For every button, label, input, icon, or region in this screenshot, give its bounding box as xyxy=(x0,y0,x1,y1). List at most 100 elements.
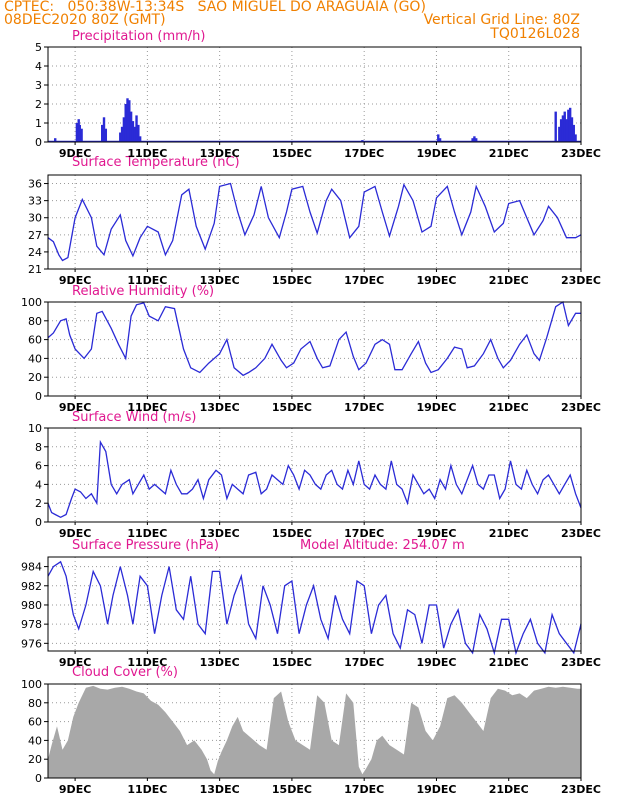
wind-xtick-label: 17DEC xyxy=(344,527,384,540)
pressure-altitude-annotation: Model Altitude: 254.07 m xyxy=(300,538,465,553)
cloud-cover-xtick-label: 11DEC xyxy=(127,783,167,796)
humidity-series-line xyxy=(47,300,581,377)
wind-frame xyxy=(47,427,582,523)
humidity-xtick-label: 21DEC xyxy=(489,401,529,414)
precipitation-bar xyxy=(128,100,131,142)
wind-ytick-label: 2 xyxy=(35,497,42,510)
humidity-xtick-label: 19DEC xyxy=(416,401,456,414)
precipitation-xtick-label: 21DEC xyxy=(489,147,529,160)
precipitation-ytick-label: 1 xyxy=(35,117,42,130)
wind-xtick-label: 21DEC xyxy=(489,527,529,540)
temperature-ytick-label: 33 xyxy=(28,195,42,208)
precipitation-bar xyxy=(574,134,577,142)
pressure-xtick-label: 13DEC xyxy=(200,656,240,669)
temperature-xtick-label: 19DEC xyxy=(416,274,456,287)
precipitation-panel: 0 1 2 3 4 5 9DEC 11DEC 13DEC 15DEC 17DEC 19DEC 21DEC… xyxy=(35,41,601,160)
precipitation-bar xyxy=(138,136,142,142)
wind-ytick-label: 6 xyxy=(35,460,42,473)
wind-xtick-label: 23DEC xyxy=(561,527,601,540)
precipitation-bar xyxy=(129,111,133,142)
wind-xtick-label: 11DEC xyxy=(127,527,167,540)
pressure-series-line xyxy=(47,560,582,656)
humidity-xtick-label: 17DEC xyxy=(344,401,384,414)
pressure-xtick-label: 9DEC xyxy=(59,656,91,669)
wind-ytick-label: 8 xyxy=(35,441,42,454)
precipitation-ytick-label: 2 xyxy=(35,98,42,111)
humidity-panel: 0 20 40 60 80 100 9DEC 11DEC 13DEC 15DEC 17DEC 19DE… xyxy=(21,296,601,414)
humidity-ytick-label: 60 xyxy=(28,334,42,347)
pressure-xtick-label: 17DEC xyxy=(344,656,384,669)
humidity-xtick-label: 11DEC xyxy=(127,401,167,414)
header-station: CPTEC: 050:38W-13:34S SAO MIGUEL DO ARAG… xyxy=(4,0,426,15)
precipitation-ytick-label: 0 xyxy=(35,136,42,149)
temperature-series-line xyxy=(47,182,582,262)
precipitation-bar xyxy=(119,132,122,142)
wind-ytick-label: 4 xyxy=(35,478,42,491)
wind-panel: 0 2 4 6 8 10 9DEC 11DEC 13DEC 15DEC 17DEC 19DEC 21DE… xyxy=(28,422,601,540)
humidity-ytick-label: 80 xyxy=(28,315,42,328)
precipitation-bar xyxy=(561,115,565,142)
cloud-cover-area xyxy=(48,685,581,778)
precipitation-bar xyxy=(104,128,108,142)
cloud-cover-panel: 0 20 40 60 80 100 9DEC 11DEC 13DEC 15DEC 17DEC 19DE… xyxy=(21,678,601,796)
precipitation-ytick-label: 5 xyxy=(35,41,42,54)
pressure-ytick-label: 978 xyxy=(21,618,42,631)
precipitation-bar xyxy=(437,134,440,142)
precipitation-bar xyxy=(563,111,566,142)
precipitation-bar xyxy=(54,138,57,142)
humidity-xtick-label: 15DEC xyxy=(272,401,312,414)
temperature-xtick-label: 13DEC xyxy=(200,274,240,287)
temperature-ytick-label: 36 xyxy=(28,178,42,191)
header-datetime: 08DEC2020 80Z (GMT) xyxy=(4,12,166,28)
wind-xtick-label: 19DEC xyxy=(416,527,456,540)
cloud-cover-ytick-label: 60 xyxy=(28,716,42,729)
cloud-cover-ytick-label: 20 xyxy=(28,753,42,766)
precipitation-bar xyxy=(471,138,474,142)
precipitation-bar xyxy=(570,117,574,142)
pressure-ytick-label: 984 xyxy=(21,561,42,574)
precipitation-bar xyxy=(122,117,126,142)
panel-title-humidity: Relative Humidity (%) xyxy=(72,284,215,299)
precipitation-xtick-label: 15DEC xyxy=(272,147,312,160)
precipitation-bar xyxy=(565,119,568,142)
humidity-ytick-label: 100 xyxy=(21,296,42,309)
cloud-cover-xtick-label: 21DEC xyxy=(489,783,529,796)
precipitation-bar xyxy=(126,98,129,142)
precipitation-bar xyxy=(473,136,476,142)
wind-series-line xyxy=(47,439,582,519)
precipitation-ytick-label: 3 xyxy=(35,79,42,92)
cloud-cover-xtick-label: 13DEC xyxy=(200,783,240,796)
cloud-cover-ytick-label: 0 xyxy=(35,772,42,785)
precipitation-bar xyxy=(137,124,140,142)
precipitation-bar xyxy=(567,109,570,142)
temperature-xtick-label: 23DEC xyxy=(561,274,601,287)
pressure-xtick-label: 11DEC xyxy=(127,656,167,669)
precipitation-bar xyxy=(568,107,572,142)
precipitation-bar xyxy=(554,111,557,142)
cloud-cover-xtick-label: 23DEC xyxy=(561,783,601,796)
wind-xtick-label: 15DEC xyxy=(272,527,312,540)
precipitation-frame xyxy=(47,46,582,143)
precipitation-bar xyxy=(475,138,478,142)
pressure-xtick-label: 23DEC xyxy=(561,656,601,669)
cloud-cover-frame xyxy=(47,683,582,779)
panel-title-precipitation: Precipitation (mm/h) xyxy=(72,29,206,44)
header-model-code: TQ0126L028 xyxy=(490,26,580,42)
pressure-ytick-label: 980 xyxy=(21,599,42,612)
humidity-ytick-label: 20 xyxy=(28,371,42,384)
precipitation-bar xyxy=(102,117,106,142)
temperature-xtick-label: 17DEC xyxy=(344,274,384,287)
precipitation-xtick-label: 23DEC xyxy=(561,147,601,160)
panel-title-cloud-cover: Cloud Cover (%) xyxy=(72,665,178,680)
cloud-cover-xtick-label: 17DEC xyxy=(344,783,384,796)
panel-title-temperature: Surface Temperature (nC) xyxy=(72,155,240,170)
precipitation-bar xyxy=(135,115,138,142)
panel-title-pressure: Surface Pressure (hPa) xyxy=(72,538,219,553)
precipitation-xtick-label: 17DEC xyxy=(344,147,384,160)
precipitation-bar xyxy=(438,138,442,142)
precipitation-bar xyxy=(558,126,561,142)
cloud-cover-xtick-label: 15DEC xyxy=(272,783,312,796)
wind-ytick-label: 10 xyxy=(28,422,42,435)
temperature-xtick-label: 21DEC xyxy=(489,274,529,287)
cloud-cover-ytick-label: 80 xyxy=(28,697,42,710)
